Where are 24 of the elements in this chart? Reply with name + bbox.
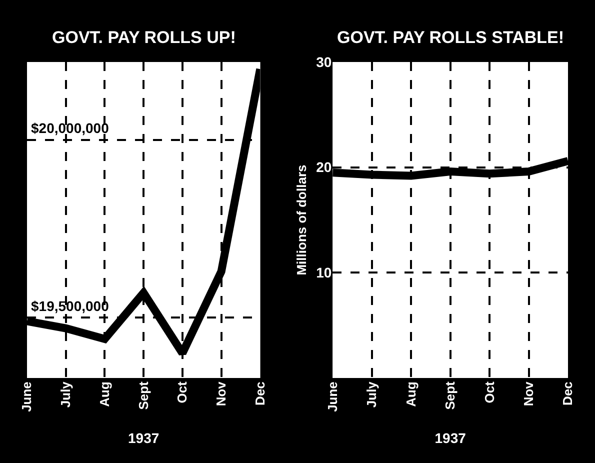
x-tick-label: Aug — [96, 382, 112, 407]
x-tick-label: Oct — [482, 380, 497, 404]
y-tick-label: 20 — [316, 159, 332, 176]
x-axis-title: 1937 — [434, 430, 466, 446]
chart-title: GOVT. PAY ROLLS UP! — [52, 28, 236, 47]
x-tick-label: June — [324, 382, 340, 412]
x-tick-label: July — [364, 380, 380, 408]
y-tick-label: $19,500,000 — [31, 298, 110, 314]
x-tick-label: July — [58, 380, 74, 408]
y-tick-label: $20,000,000 — [31, 120, 110, 136]
x-tick-label: Dec — [560, 382, 576, 406]
x-tick-label: Aug — [403, 382, 418, 407]
x-tick-label: Oct — [174, 380, 190, 404]
chart-title: GOVT. PAY ROLLS STABLE! — [337, 28, 564, 47]
x-tick-label: Nov — [521, 380, 536, 406]
y-tick-label: 10 — [316, 264, 332, 281]
x-tick-label: Sept — [442, 380, 458, 410]
x-axis-title: 1937 — [128, 430, 160, 446]
x-tick-label: Dec — [252, 382, 268, 406]
y-tick-label: 30 — [316, 54, 332, 70]
x-tick-label: Nov — [214, 380, 229, 406]
x-tick-label: Sept — [136, 380, 151, 410]
y-axis-title: Millions of dollars — [294, 164, 310, 276]
x-tick-label: June — [19, 382, 34, 412]
